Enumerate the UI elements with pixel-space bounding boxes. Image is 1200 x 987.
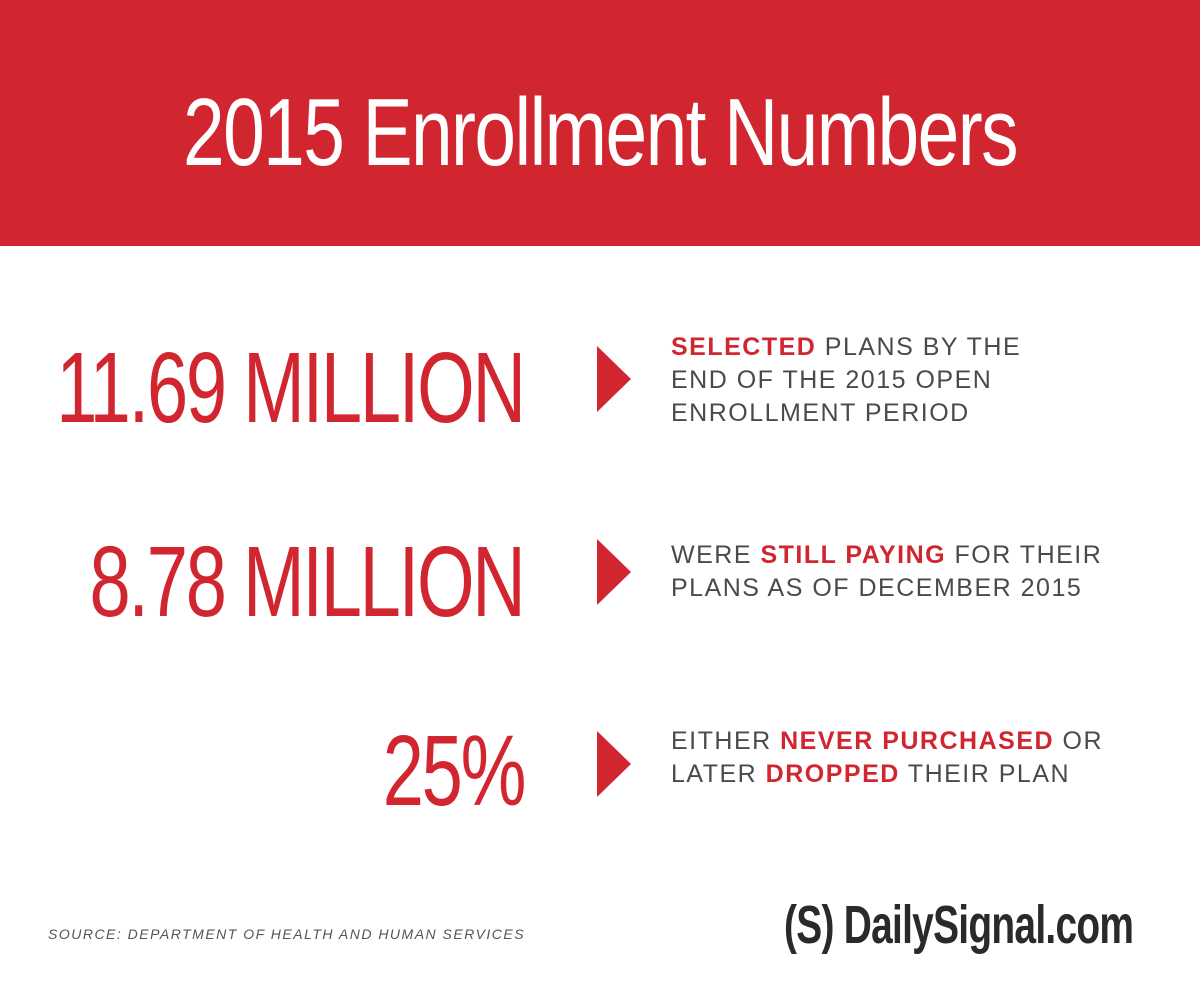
stat-text: LATER [671,760,766,788]
page-title: 2015 Enrollment Numbers [183,79,1019,186]
stat-text: PLANS AS OF DECEMBER 2015 [671,574,1083,602]
stat-highlight: DROPPED [765,760,900,788]
stat-text: PLANS BY THE [816,333,1022,361]
stat-number: 11.69 MILLION [56,332,527,444]
caret-right-icon [597,731,631,797]
caret-right-icon [597,346,631,412]
stat-highlight: NEVER PURCHASED [780,727,1055,755]
stat-text: THEIR PLAN [899,760,1071,788]
caret-right-icon [597,539,631,605]
stat-text: END OF THE 2015 OPEN [671,366,993,394]
header-banner: 2015 Enrollment Numbers [0,0,1200,246]
stat-description: WERE STILL PAYING FOR THEIR PLANS AS OF … [671,539,1171,605]
stat-highlight: STILL PAYING [760,541,947,569]
stat-description: EITHER NEVER PURCHASED OR LATER DROPPED … [671,725,1171,791]
stat-text: FOR THEIR [946,541,1103,569]
source-note: SOURCE: DEPARTMENT OF HEALTH AND HUMAN S… [48,926,526,942]
stat-text: EITHER [671,727,781,755]
stat-text: ENROLLMENT PERIOD [671,399,970,427]
stat-highlight: SELECTED [671,333,817,361]
stat-text: WERE [671,541,761,569]
brand-logo: (S) DailySignal.com [784,895,1134,955]
stat-description: SELECTED PLANS BY THE END OF THE 2015 OP… [671,331,1171,430]
stat-number: 25% [382,715,527,827]
stat-text: OR [1054,727,1104,755]
stat-number: 8.78 MILLION [89,526,526,638]
